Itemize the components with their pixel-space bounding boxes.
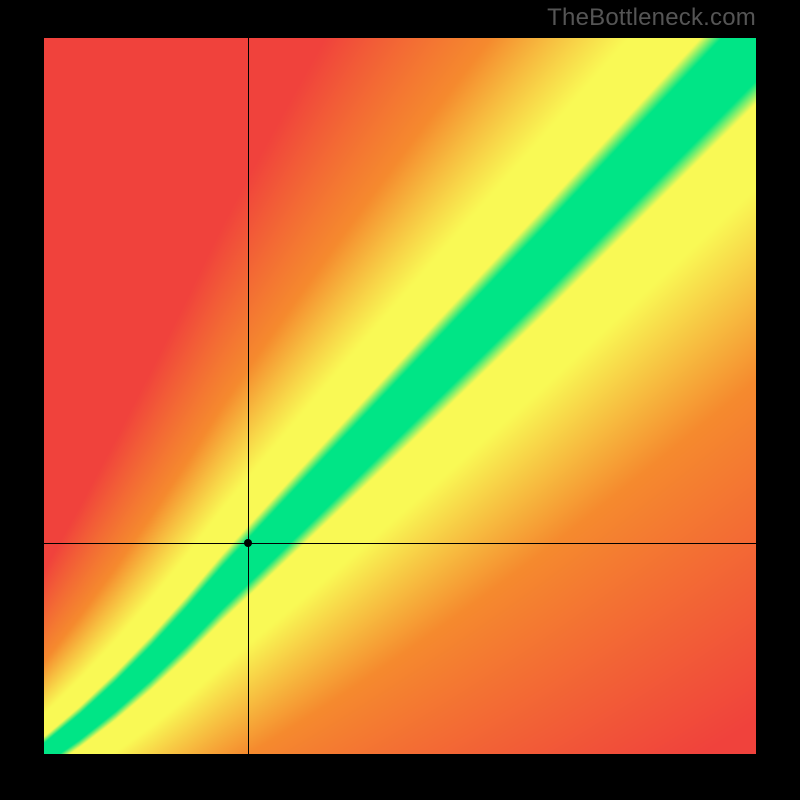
chart-container: TheBottleneck.com (0, 0, 800, 800)
watermark: TheBottleneck.com (547, 4, 756, 32)
crosshair-vertical (248, 38, 249, 754)
crosshair-horizontal (44, 543, 756, 544)
plot-area (44, 38, 756, 754)
heatmap-canvas (44, 38, 756, 754)
marker-dot (244, 539, 252, 547)
